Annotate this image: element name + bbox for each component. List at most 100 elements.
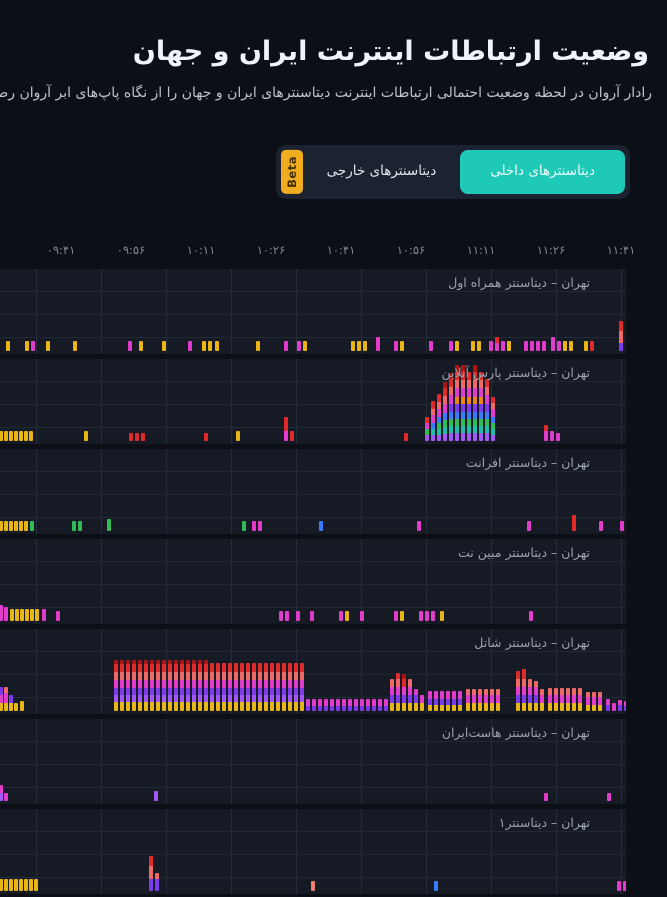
status-bar-segment (193, 671, 197, 680)
gridline-vertical (37, 538, 38, 624)
status-bar-segment (285, 416, 289, 431)
status-bar-segment (193, 687, 197, 695)
status-bar-segment (211, 701, 215, 711)
status-bar-segment (517, 670, 521, 679)
status-bar-segment (181, 701, 185, 711)
status-bar-segment (486, 386, 490, 395)
status-bar (535, 680, 539, 711)
status-bar-segment (319, 705, 323, 711)
status-bar-segment (217, 679, 221, 688)
status-bar-segment (5, 520, 9, 531)
status-bar-segment (115, 659, 119, 664)
status-bar-segment (456, 340, 460, 351)
status-bar-segment (486, 425, 490, 433)
status-bar (31, 608, 35, 621)
status-bar-segment (283, 701, 287, 711)
status-bar-segment (480, 432, 484, 441)
status-bar (79, 520, 83, 531)
status-bar-segment (277, 671, 281, 680)
status-bar-segment (217, 671, 221, 680)
status-bar-segment (456, 396, 460, 404)
status-bar-segment (587, 691, 591, 697)
status-bar (599, 691, 603, 711)
status-bar-segment (10, 694, 14, 703)
status-bar-segment (127, 679, 131, 688)
status-bar (157, 659, 161, 711)
status-bar-segment (295, 687, 299, 695)
status-bar-segment (541, 688, 545, 695)
status-bar-segment (277, 687, 281, 695)
status-bar-segment (415, 694, 419, 703)
status-bar-segment (26, 608, 30, 621)
status-bar-segment (241, 671, 245, 680)
status-bar-segment (5, 702, 9, 711)
status-bar-segment (115, 701, 119, 711)
status-bar (5, 686, 9, 711)
status-bar-segment (474, 403, 478, 412)
status-bar-segment (169, 679, 173, 688)
status-bar-segment (395, 340, 399, 351)
status-bar-segment (163, 340, 167, 351)
status-bar-segment (259, 701, 263, 711)
tab-external-datacenters[interactable]: دیتاسنترهای خارجی (306, 150, 460, 194)
status-bar-segment (337, 705, 341, 711)
status-bar-segment (549, 687, 553, 695)
status-bar (450, 372, 454, 441)
status-bar-segment (289, 687, 293, 695)
gridline-horizontal (0, 336, 627, 338)
status-bar-segment (379, 698, 383, 706)
status-bar-segment (241, 694, 245, 702)
time-label: ۱۰:۵۶ (397, 242, 427, 257)
gridline-vertical (232, 808, 233, 894)
status-bar (15, 520, 19, 531)
gridline-vertical (622, 718, 623, 804)
status-bar-segment (280, 610, 284, 621)
status-bar-segment (391, 678, 395, 687)
status-bar-segment (480, 411, 484, 419)
status-bar-segment (456, 364, 460, 372)
status-bar-segment (151, 701, 155, 711)
status-bar-segment (217, 701, 221, 711)
gridline-horizontal (0, 673, 627, 675)
status-bar-segment (545, 424, 549, 431)
gridline-vertical (232, 448, 233, 534)
status-bar-segment (441, 704, 445, 711)
status-bar (426, 610, 430, 621)
status-bar-segment (223, 662, 227, 672)
status-bar (243, 520, 247, 531)
status-bar (573, 687, 577, 711)
status-bar-segment (271, 701, 275, 711)
time-label: ۰۹:۴۱ (47, 242, 77, 257)
status-bar-segment (444, 387, 448, 396)
status-bar-segment (5, 792, 9, 801)
status-bar (555, 687, 559, 711)
status-bar-segment (163, 701, 167, 711)
gridline-vertical (37, 628, 38, 714)
status-bar-segment (286, 610, 290, 621)
time-label: ۱۱:۴۱ (607, 242, 637, 257)
gridline-vertical (492, 808, 493, 894)
status-bar-segment (35, 878, 39, 891)
status-bar (253, 662, 257, 711)
status-bar (391, 678, 395, 711)
status-bar-segment (211, 694, 215, 702)
status-bar-segment (444, 426, 448, 434)
status-bar-segment (438, 422, 442, 429)
status-bar-segment (223, 694, 227, 702)
status-bar (85, 430, 89, 441)
status-bar-segment (301, 687, 305, 695)
status-bar-segment (157, 694, 161, 702)
status-bar-segment (593, 696, 597, 705)
status-bar (468, 371, 472, 441)
status-bar-segment (472, 340, 476, 351)
status-bar-segment (265, 671, 269, 680)
status-bar-segment (468, 418, 472, 426)
status-bar-segment (175, 694, 179, 702)
tab-internal-datacenters[interactable]: دیتاسنترهای داخلی (461, 150, 626, 194)
status-bar (5, 606, 9, 621)
status-bar-segment (157, 663, 161, 672)
status-bar-segment (361, 610, 365, 621)
status-bar-segment (304, 340, 308, 351)
status-bar-segment (203, 340, 207, 351)
gridline-horizontal (0, 696, 627, 698)
